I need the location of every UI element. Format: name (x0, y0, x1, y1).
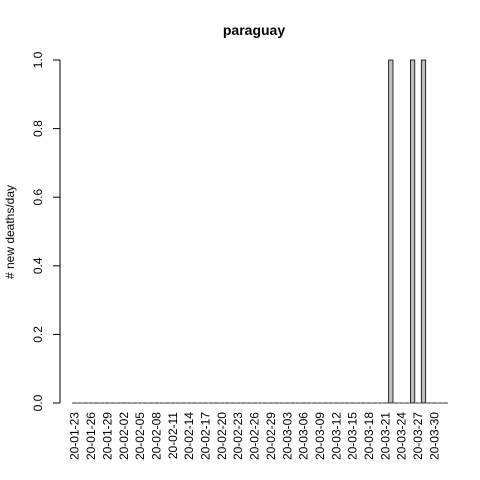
x-tick-label: 20-02-11 (166, 412, 180, 459)
x-tick-label: 20-02-08 (149, 412, 163, 460)
y-tick-label: 1.0 (31, 51, 45, 68)
y-axis: 0.0 0.2 0.4 0.6 0.8 1.0 (31, 51, 61, 411)
y-tick-label: 0.0 (31, 394, 45, 411)
x-tick-label: 20-02-26 (248, 412, 262, 460)
x-tick-label: 20-02-05 (133, 412, 147, 460)
x-tick-label: 20-02-29 (264, 412, 278, 460)
bar (388, 59, 394, 404)
x-tick-label: 20-02-14 (182, 412, 196, 460)
x-tick-label: 20-03-15 (346, 412, 360, 460)
x-tick-label: 20-02-20 (215, 412, 229, 460)
bar (410, 59, 416, 404)
x-tick-label: 20-03-24 (395, 412, 409, 460)
x-tick-label: 20-03-21 (378, 412, 392, 460)
x-tick-label: 20-01-29 (100, 412, 114, 460)
chart-title: paraguay (223, 22, 285, 38)
x-tick-label: 20-02-02 (117, 412, 131, 460)
x-tick-label: 20-03-30 (427, 412, 441, 460)
y-tick-label: 0.2 (31, 326, 45, 343)
x-tick-label: 20-03-18 (362, 412, 376, 460)
y-tick-label: 0.6 (31, 189, 45, 206)
x-tick-label: 20-03-27 (411, 412, 425, 460)
y-tick-label: 0.4 (31, 257, 45, 274)
x-axis: 20-01-23 20-01-26 20-01-29 20-02-02 20-02-05… (68, 412, 442, 460)
x-tick-label: 20-03-12 (329, 412, 343, 460)
x-tick-label: 20-01-23 (68, 412, 82, 460)
x-tick-label: 20-02-17 (199, 412, 213, 460)
bar (420, 59, 427, 404)
y-axis-label: # new deaths/day (3, 185, 17, 279)
y-tick-label: 0.8 (31, 120, 45, 137)
bars (72, 59, 448, 404)
x-tick-label: 20-03-09 (313, 412, 327, 460)
x-tick-label: 20-03-06 (297, 412, 311, 460)
x-tick-label: 20-03-03 (280, 412, 294, 460)
x-tick-label: 20-01-26 (84, 412, 98, 460)
x-tick-label: 20-02-23 (231, 412, 245, 460)
